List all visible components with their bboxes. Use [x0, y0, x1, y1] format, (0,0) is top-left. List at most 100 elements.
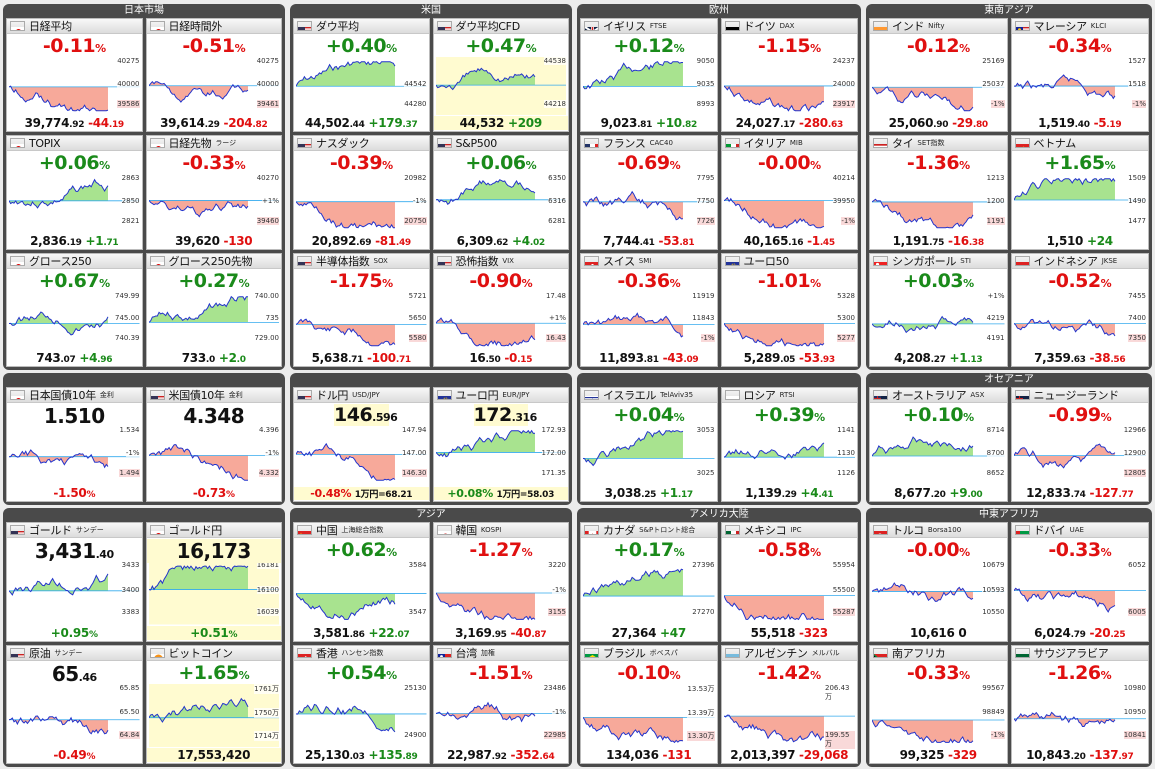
market-tile[interactable]: タイ SET指数 1213 1200 1191 -1.36% 1,191.75 -16.38 — [869, 135, 1008, 250]
market-tile[interactable]: マレーシア KLCI 1527 1518 -1% -0.34% 1,519.40 -5.19 — [1010, 18, 1149, 133]
change-value: -352 — [510, 748, 540, 762]
market-tile[interactable]: メキシコ IPC 55954 55500 55287 -0.58% 55,518 -323 — [720, 522, 858, 642]
market-tile[interactable]: ドル円 USD/JPY 147.94 147.00 146.30 146.596 -0.48… — [293, 387, 430, 502]
change-decimal: .97 — [1118, 752, 1134, 762]
market-tile[interactable]: グロース250 749.99 745.00 740.39 +0.67% 743.07 +4… — [6, 252, 143, 367]
market-tile[interactable]: スイス SMI 11919 11843 -1% -0.36% 11,893.81 -43.0… — [580, 252, 718, 367]
group-title: アメリカ大陸 — [689, 509, 749, 520]
market-tile[interactable]: B ビットコイン 1761万 1750万 1714万 +1.65% 17,553,420 — [145, 644, 282, 764]
tick-labels: 749.99 745.00 740.39 — [110, 291, 140, 350]
tick-label: 745.00 — [115, 314, 140, 323]
market-tile[interactable]: 香港 ハンセン指数 25130 24900 +0.54% 25,130.03 +135.8… — [293, 644, 430, 764]
market-tile[interactable]: ゴールド サンデー 3433 3400 3383 3,431.40 +0.95% — [6, 522, 143, 642]
market-tile[interactable]: 原油 サンデー 65.85 65.50 64.84 65.46 -0.49% — [6, 644, 143, 764]
sparkline-area — [583, 430, 683, 466]
tick-label: 7350 — [1128, 334, 1146, 343]
market-tile[interactable]: ユーロ円 EUR/JPY 172.93 172.00 171.35 172.316 +0.0… — [432, 387, 569, 502]
value-row: 5,638.71 -100.71 — [294, 351, 429, 365]
tile-name: インド — [892, 20, 925, 33]
sparkline-area — [583, 716, 683, 742]
sparkline-area — [296, 443, 395, 481]
flag-icon — [584, 647, 599, 658]
tick-labels: 27396 27270 — [685, 561, 715, 625]
tile-header: ドル円 USD/JPY — [294, 388, 429, 403]
market-tile[interactable]: インドネシア JKSE 7455 7400 7350 -0.52% 7,359.63 -38… — [1010, 252, 1149, 367]
tick-labels: 7795 7750 7726 — [685, 174, 715, 232]
market-tile[interactable]: ドバイ UAE 6052 6005 -0.33% 6,024.79 -20.25 — [1010, 522, 1149, 642]
market-tile[interactable]: ユーロ50 5328 5300 5277 -1.01% 5,289.05 -53.93 — [720, 252, 858, 367]
tick-labels: 55954 55500 55287 — [825, 561, 855, 625]
market-tile[interactable]: 中国 上海総合指数 3584 3547 +0.62% 3,581.86 +22.07 — [293, 522, 430, 642]
percent-change: -0.69% — [581, 152, 717, 174]
tick-labels: 17.48 +1% 16.43 — [536, 291, 566, 350]
percent-change: -0.39% — [294, 152, 429, 174]
market-tile[interactable]: ゴールド円 16181 16100 16039 16,173 +0.51% — [145, 522, 282, 642]
change-decimal: .09 — [683, 355, 699, 365]
percent-sign: % — [238, 276, 250, 290]
change-decimal: .00 — [967, 490, 983, 500]
market-tile[interactable]: サウジアラビア 10980 10950 10841 -1.26% 10,843.20 -1… — [1010, 644, 1149, 764]
market-tile[interactable]: ドイツ DAX 24237 24000 23917 -1.15% 24,027.17 -28… — [720, 18, 858, 133]
market-tile[interactable]: 米国債10年 金利 4.396 -1% 4.332 4.348 -0.73% — [145, 387, 282, 502]
sparkline-line — [9, 573, 109, 596]
tick-labels: 147.94 147.00 146.30 — [397, 426, 427, 485]
value-decimal: .81 — [643, 355, 659, 365]
flag-icon — [10, 21, 25, 31]
market-tile[interactable]: オーストラリア ASX 8714 8700 8652 +0.10% 8,677.20 +9.… — [869, 387, 1008, 502]
percent-value: +0.62 — [325, 539, 387, 561]
market-tile[interactable]: ニュージーランド 12966 12900 12805 -0.99% 12,833.74 -… — [1010, 387, 1149, 502]
market-tile[interactable]: 日経平均 40275 40000 39586 -0.11% 39,774.92 -44.1… — [6, 18, 143, 133]
tile-code: CAC40 — [649, 139, 673, 148]
market-tile[interactable]: 韓国 KOSPI 3220 -1% 3155 -1.27% 3,169.95 -40.87 — [432, 522, 569, 642]
sparkline-area — [872, 199, 973, 229]
sparkline-line — [148, 697, 248, 723]
value-decimal: .50 — [485, 355, 501, 365]
market-tile[interactable]: フランス CAC40 7795 7750 7726 -0.69% 7,744.41 -53.… — [580, 135, 718, 250]
value-decimal: .63 — [1070, 355, 1086, 365]
percent-value: -0.52 — [1048, 269, 1101, 292]
market-tile[interactable]: 日経先物 ラージ 40270 +1% 39460 -0.33% 39,620 -130 — [145, 135, 282, 250]
value-decimal: .71 — [348, 355, 364, 365]
market-tile[interactable]: 日経時間外 40275 40000 39461 -0.51% 39,614.29 -204… — [145, 18, 282, 133]
market-tile[interactable]: グロース250先物 740.00 735 729.00 +0.27% 733.0 +2.0 — [145, 252, 282, 367]
market-tile[interactable]: アルゼンチン メルバル 206.43万 199.55万 -1.42% 2,013,397 … — [720, 644, 858, 764]
sparkline-line — [1013, 711, 1115, 727]
change-decimal: .82 — [681, 120, 697, 131]
percent-value: +0.03 — [902, 269, 964, 292]
sparkline-area — [872, 437, 973, 457]
market-tile[interactable]: 半導体指数 SOX 5721 5650 5580 -1.75% 5,638.71 -100.… — [293, 252, 430, 367]
tick-label: 729.00 — [254, 334, 279, 343]
market-tile[interactable]: ナスダック 20982 -1% 20750 -0.39% 20,892.69 -81.49 — [293, 135, 430, 250]
market-tile[interactable]: ベトナム 1509 1490 1477 +1.65% 1,510 +24 — [1010, 135, 1149, 250]
change-value: -100 — [367, 351, 396, 365]
market-tile[interactable]: ロシア RTSI 1141 1130 1126 +0.39% 1,139.29 +4.41 — [720, 387, 858, 502]
sparkline-line — [435, 316, 535, 347]
current-value: 9,023 — [600, 116, 638, 131]
market-tile[interactable]: インド Nifty 25169 25037 -1% -0.12% 25,060.90 -29… — [869, 18, 1008, 133]
market-tile[interactable]: 日本国債10年 金利 1.534 -1% 1.494 1.510 -1.50% — [6, 387, 143, 502]
tick-label: 20982 — [404, 174, 427, 183]
market-tile[interactable]: イスラエル TelAviv35 3053 3025 +0.04% 3,038.25 +1.… — [580, 387, 718, 502]
market-tile[interactable]: S&P500 6350 6316 6281 +0.06% 6,309.62 +4.02 — [432, 135, 569, 250]
market-tile[interactable]: イギリス FTSE 9050 9035 8993 +0.12% 9,023.81 +10.8… — [580, 18, 718, 133]
tile-header: オーストラリア ASX — [870, 388, 1007, 403]
market-tile[interactable]: イタリア MIB 40214 39950 -1% -0.00% 40,165.16 -1.4… — [720, 135, 858, 250]
group-title — [3, 373, 285, 386]
market-tile[interactable]: TOPIX 2863 2850 2821 +0.06% 2,836.19 +1.71 — [6, 135, 143, 250]
market-tile[interactable]: シンガポール STI +1% 4219 4191 +0.03% 4,208.27 +1.13 — [869, 252, 1008, 367]
tick-label: 11919 — [692, 291, 715, 300]
percent-change: -1.26% — [1012, 662, 1149, 684]
market-tile[interactable]: ダウ平均CFD 44538 44218 +0.47% 44,532 +209 — [432, 18, 569, 133]
market-tile[interactable]: ダウ平均 44542 44280 +0.40% 44,502.44 +179.37 — [293, 18, 430, 133]
market-tile[interactable]: カナダ S&Pトロント総合 27396 27270 +0.17% 27,364 +47 — [580, 522, 718, 642]
flag-icon — [873, 390, 888, 400]
market-tile[interactable]: 恐怖指数 VIX 17.48 +1% 16.43 -0.90% 16.50 -0.15 — [432, 252, 569, 367]
change-value: +179 — [368, 116, 403, 131]
tick-labels: 1509 1490 1477 — [1116, 174, 1146, 232]
market-tile[interactable]: トルコ Borsa100 10679 10593 10550 -0.00% 10,616 0 — [869, 522, 1008, 642]
market-tile[interactable]: 南アフリカ 99567 98849 -1% -0.33% 99,325 -329 — [869, 644, 1008, 764]
tile-code: IPC — [790, 526, 802, 534]
market-tile[interactable]: ブラジル ボベスパ 13.53万 13.39万 13.30万 -0.10% 134,036 … — [580, 644, 718, 764]
market-tile[interactable]: 台湾 加権 23486 -1% 22985 -1.51% 22,987.92 -352.64 — [432, 644, 569, 764]
percent-change: +0.51% — [146, 625, 281, 640]
